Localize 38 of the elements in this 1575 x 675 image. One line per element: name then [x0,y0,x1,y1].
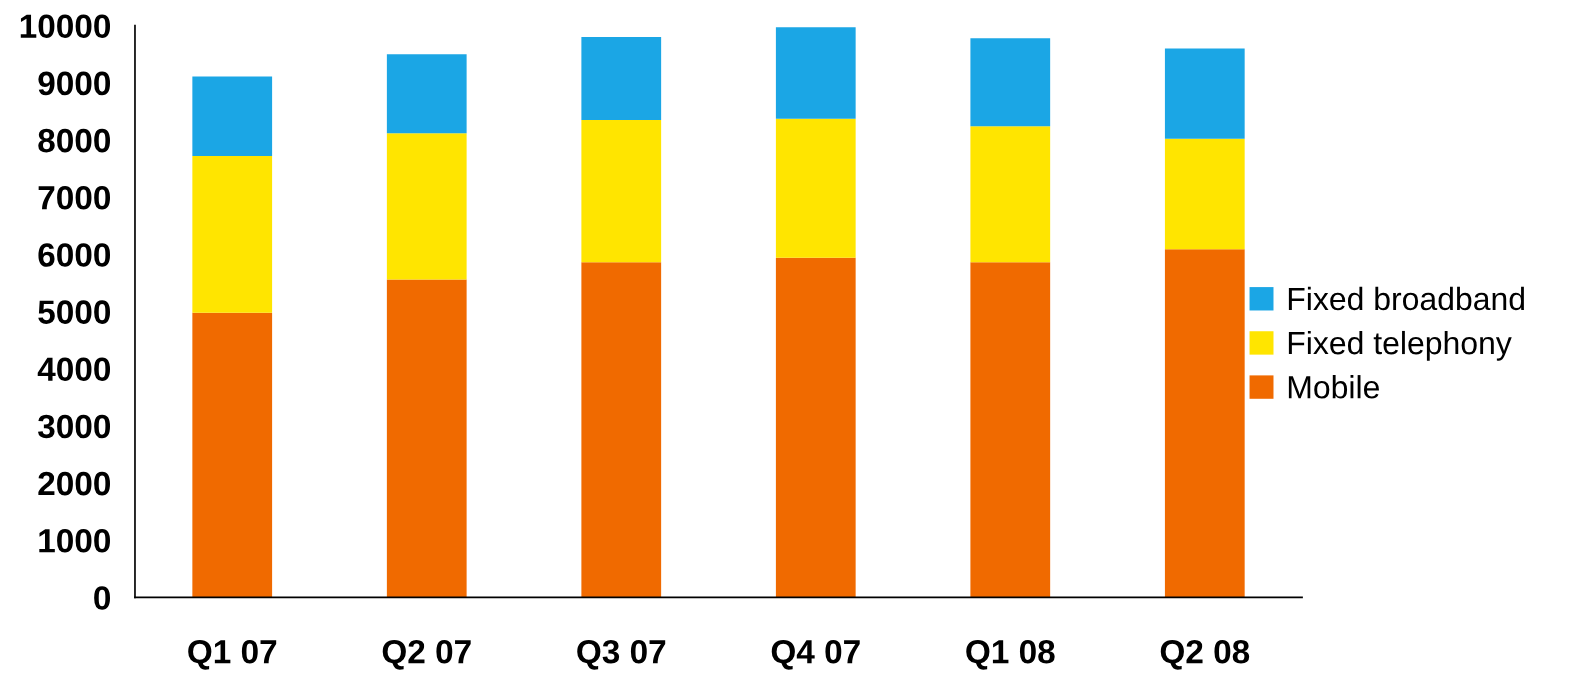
y-tick-label: 7000 [38,185,111,210]
legend-label: Fixed telephony [1288,330,1512,361]
x-tick-label: Q2 07 [382,639,471,670]
y-tick-label: 2000 [38,471,111,496]
bar [386,279,467,598]
bar [775,118,856,258]
y-tick-label: 10000 [20,14,111,39]
y-tick-label: 9000 [38,71,111,96]
y-tick-label: 1000 [39,529,111,553]
bar [192,156,273,313]
bar [970,38,1051,127]
bar [970,262,1051,598]
x-tick-label: Q3 07 [577,639,666,670]
legend-label: Mobile [1288,375,1379,399]
bar [1164,48,1245,139]
y-tick-label: 0 [94,586,110,610]
y-tick-label: 4000 [37,357,111,382]
x-tick-label: Q4 07 [771,639,860,670]
legend-label: Fixed broadband [1288,286,1524,311]
bar [775,257,856,598]
bar [192,312,273,598]
bar [581,37,662,120]
bar [970,126,1051,263]
x-tick-label: Q2 08 [1160,639,1250,670]
bar [386,133,467,280]
bar [775,27,856,119]
bar [192,76,273,156]
y-tick-label: 8000 [38,128,111,153]
bar [581,262,662,598]
x-tick-label: Q1 07 [188,639,277,670]
bar [1164,138,1245,250]
bar [1164,249,1245,598]
x-tick-label: Q1 08 [966,639,1055,670]
y-tick-label: 3000 [37,414,111,439]
y-tick-label: 6000 [38,243,111,267]
bar [386,54,467,134]
bar [581,119,662,263]
y-tick-label: 5000 [38,300,111,324]
